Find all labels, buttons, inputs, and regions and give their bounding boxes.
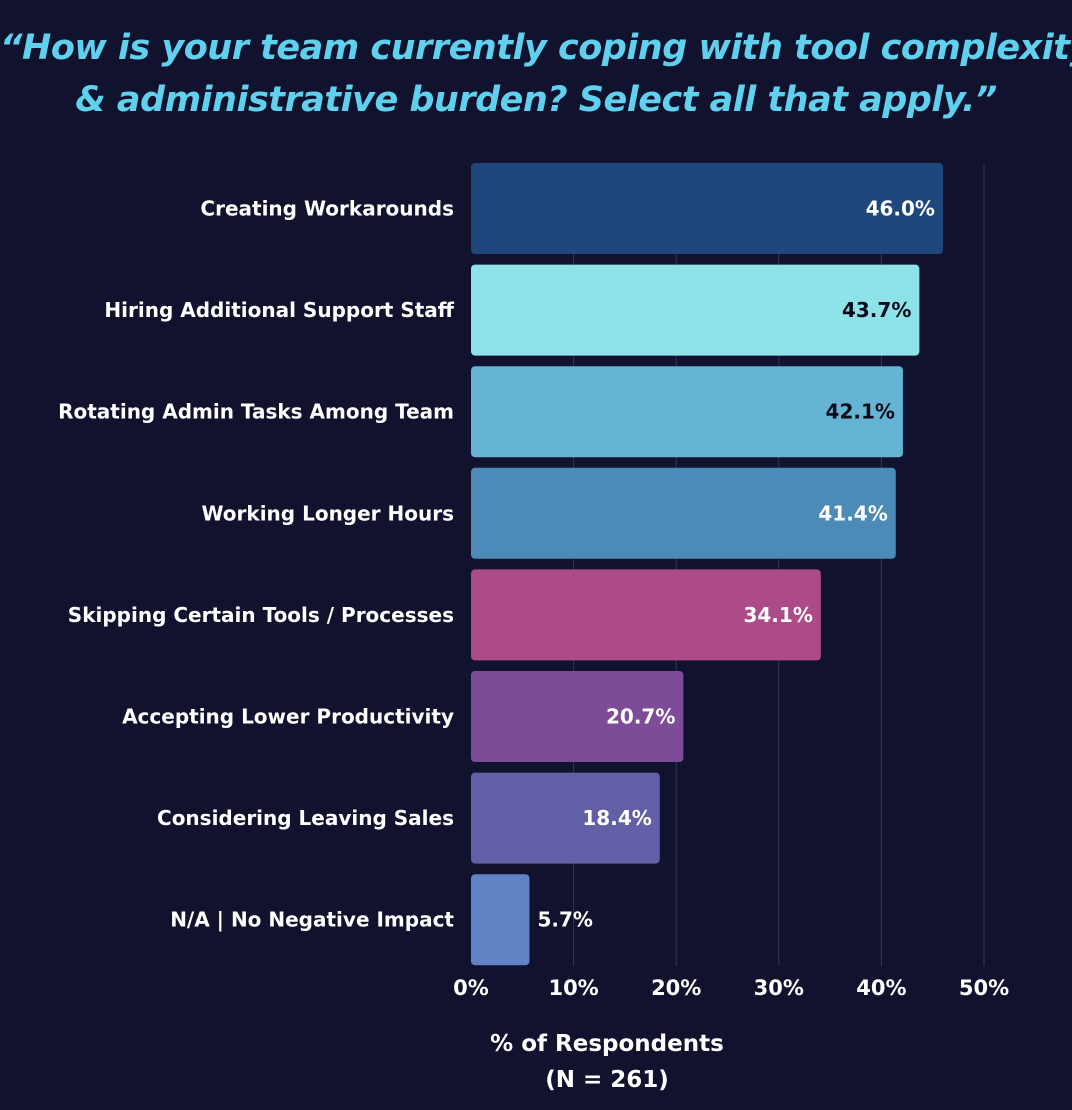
x-axis-label-line-1: % of Respondents <box>490 1031 724 1057</box>
x-tick-label-50: 50% <box>959 976 1009 1000</box>
bar-1 <box>471 264 920 356</box>
bar-2 <box>471 366 903 458</box>
value-label-0: 46.0% <box>866 197 935 221</box>
bar-4 <box>471 569 821 661</box>
bar-5 <box>471 671 684 762</box>
value-label-6: 18.4% <box>582 806 651 830</box>
category-label-4: Skipping Certain Tools / Processes <box>68 603 454 627</box>
category-label-0: Creating Workarounds <box>200 197 454 221</box>
category-label-6: Considering Leaving Sales <box>157 806 454 830</box>
category-label-7: N/A | No Negative Impact <box>170 908 454 932</box>
category-label-2: Rotating Admin Tasks Among Team <box>58 400 454 424</box>
category-label-1: Hiring Additional Support Staff <box>104 298 454 322</box>
bar-3 <box>471 467 896 559</box>
category-label-3: Working Longer Hours <box>201 501 454 525</box>
value-label-7: 5.7% <box>537 908 592 932</box>
x-tick-label-40: 40% <box>856 976 906 1000</box>
value-label-2: 42.1% <box>826 400 895 424</box>
bar-7 <box>471 874 530 966</box>
bar-6 <box>471 772 660 864</box>
x-tick-label-30: 30% <box>754 976 804 1000</box>
x-tick-label-20: 20% <box>651 976 701 1000</box>
x-tick-label-0: 0% <box>453 976 489 1000</box>
chart-title-line-1: “How is your team currently coping with … <box>0 28 1072 68</box>
value-label-3: 41.4% <box>818 501 887 525</box>
bar-0 <box>471 163 943 254</box>
value-label-1: 43.7% <box>842 298 911 322</box>
category-label-5: Accepting Lower Productivity <box>122 705 454 729</box>
x-axis-label-line-2: (N = 261) <box>545 1067 669 1093</box>
x-tick-label-10: 10% <box>548 976 598 1000</box>
chart-title-line-2: & administrative burden? Select all that… <box>75 80 997 120</box>
value-label-4: 34.1% <box>743 603 812 627</box>
value-label-5: 20.7% <box>606 705 675 729</box>
